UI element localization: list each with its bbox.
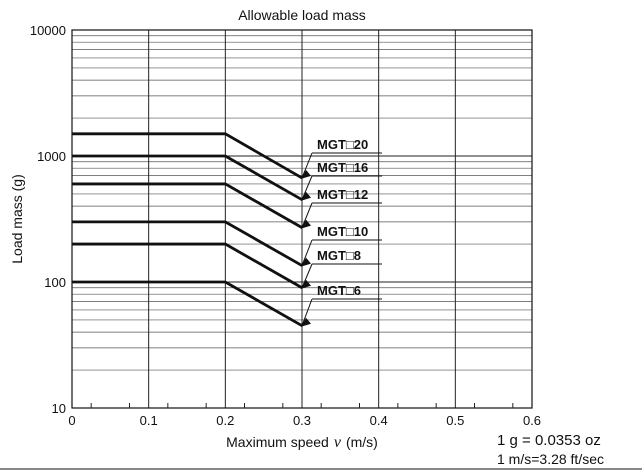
series-label: MGT□10 [317,224,368,239]
series-leader-line [301,175,313,200]
series-line [72,182,303,229]
y-axis-label: Load mass (g) [9,174,25,263]
x-tick-label: 0 [68,413,75,428]
x-axis-unit: (m/s) [346,434,378,450]
chart-title: Allowable load mass [238,7,366,23]
grid-major-lines [71,30,533,409]
series-line [72,154,303,201]
series-label: MGT□6 [317,283,361,298]
series-line [72,220,303,267]
x-axis-symbol: v [334,434,342,451]
series-leader-arrowhead [301,317,311,327]
x-tick-label: 0.2 [216,413,234,428]
series-line [72,132,303,180]
y-tick-label: 10000 [30,23,66,38]
series-lines [72,132,303,327]
series-leader-arrowhead [301,169,311,179]
series-leader-line [301,263,313,288]
series-label: MGT□20 [317,137,368,152]
series-labels: MGT□20 MGT□16 MGT□12 MGT□10 MGT□8 MGT□6 [301,137,382,327]
series-leader-line [301,152,313,179]
y-axis-ticks: 10 100 1000 10000 [30,23,66,416]
conversion-speed-note: 1 m/s=3.28 ft/sec [497,451,604,467]
plot-frame [71,29,533,409]
y-tick-label: 100 [44,275,66,290]
series-leader-arrowhead [301,257,311,267]
series-label: MGT□16 [317,160,368,175]
x-axis-label: Maximum speed v (m/s) [226,434,378,451]
x-tick-label: 0.1 [140,413,158,428]
series-leader-arrowhead [301,191,311,201]
y-tick-label: 10 [52,401,66,416]
series-leader-line [301,298,313,326]
series-leader-line [301,239,313,266]
x-tick-label: 0.4 [370,413,388,428]
series-line [72,280,303,327]
series-leader-arrowhead [301,219,311,229]
series-leader-arrowhead [301,279,311,289]
conversion-mass-note: 1 g = 0.0353 oz [497,432,601,449]
y-tick-label: 1000 [37,149,66,164]
x-tick-label: 0.6 [523,413,541,428]
series-leader-line [301,202,313,228]
x-tick-label: 0.5 [446,413,464,428]
x-axis-label-text: Maximum speed [226,434,329,450]
x-axis-ticks: 0 0.1 0.2 0.3 0.4 0.5 0.6 [68,403,541,428]
series-label: MGT□8 [317,248,361,263]
series-label: MGT□12 [317,187,368,202]
series-line [72,242,303,289]
x-tick-label: 0.3 [293,413,311,428]
